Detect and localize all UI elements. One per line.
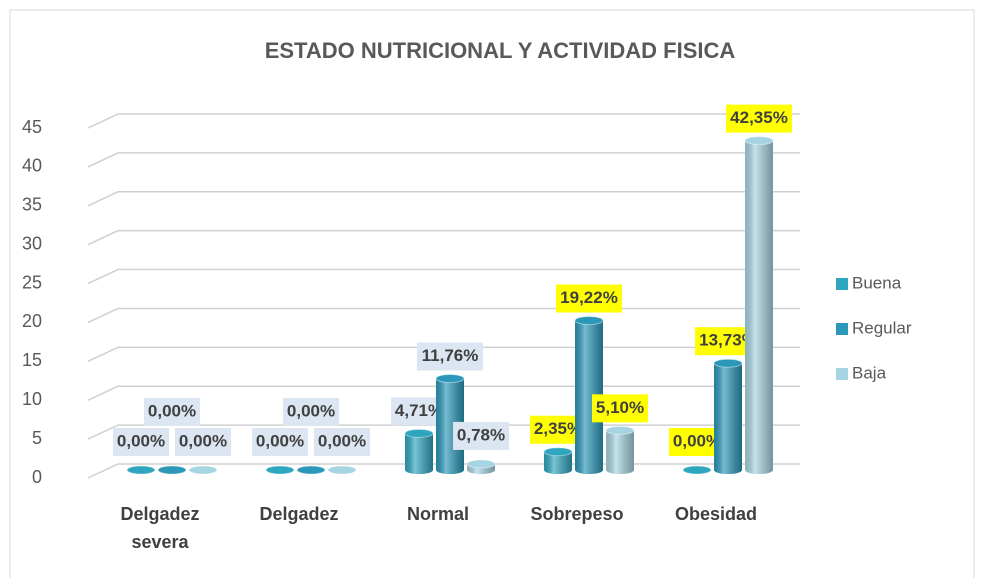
bar-shade [436, 378, 464, 474]
value-label: 0,00% [287, 401, 335, 420]
y-tick-label: 40 [22, 156, 42, 176]
x-tick-label: Sobrepeso [530, 504, 624, 524]
value-label-bg [417, 342, 483, 371]
bar-cap [682, 465, 712, 475]
bar-cap [435, 374, 465, 384]
bar [126, 465, 156, 475]
bar [296, 465, 326, 475]
bar-shade [606, 430, 634, 474]
bar-shade [714, 363, 742, 474]
value-label: 0,00% [256, 431, 304, 450]
x-tick-label: Normal [406, 504, 469, 524]
bar [543, 447, 573, 474]
legend-label: Baja [852, 363, 887, 382]
bar-cap [466, 459, 496, 469]
value-label: 11,76% [422, 346, 479, 365]
bar-shade [745, 140, 773, 474]
y-tick-label: 45 [22, 117, 42, 137]
chart-border [9, 9, 975, 578]
value-label: 19,22% [560, 288, 618, 307]
bar-cap [265, 465, 295, 475]
bar [466, 459, 496, 474]
bar [682, 465, 712, 475]
bar [435, 374, 465, 474]
bar-shade [467, 463, 495, 474]
grid-line [87, 191, 800, 207]
value-label-bg [453, 421, 509, 450]
grid-line [87, 229, 800, 246]
legend-swatch [836, 323, 848, 335]
legend-swatch [836, 368, 848, 380]
value-label: 2,35% [534, 419, 582, 438]
bar-cap [605, 425, 635, 435]
bar [157, 465, 187, 475]
bar-cap [543, 447, 573, 457]
value-label: 13,73% [699, 331, 757, 350]
y-tick-label: 15 [22, 350, 42, 370]
bar [327, 465, 357, 475]
grid-line [87, 268, 800, 285]
bar-shade [575, 320, 603, 474]
value-label-bg [314, 428, 370, 456]
value-label-bg [113, 428, 169, 456]
value-label: 0,78% [457, 425, 505, 444]
value-label: 0,00% [179, 431, 227, 450]
value-label: 0,00% [673, 431, 721, 450]
value-label: 42,35% [730, 108, 788, 127]
value-label-bg [726, 104, 792, 133]
bar-cap [296, 465, 326, 475]
bar [188, 465, 218, 475]
y-tick-label: 35 [22, 195, 42, 215]
value-label-bg [175, 428, 231, 456]
bar [404, 428, 434, 474]
value-label: 0,00% [117, 431, 165, 450]
value-label: 0,00% [318, 431, 366, 450]
value-label-bg [144, 398, 200, 426]
grid-line [87, 113, 800, 129]
y-tick-label: 30 [22, 233, 42, 253]
legend-label: Buena [852, 273, 902, 292]
bar-cap [188, 465, 218, 475]
bar-cap [574, 316, 604, 326]
grid-line [87, 346, 800, 363]
value-label-bg [252, 428, 308, 456]
bar-cap [327, 465, 357, 475]
value-label-bg [283, 398, 339, 426]
value-label: 5,10% [596, 398, 644, 417]
y-tick-label: 10 [22, 389, 42, 409]
x-tick-label: Delgadez severa [120, 504, 200, 552]
bar [265, 465, 295, 475]
y-tick-label: 5 [32, 428, 42, 448]
bar [713, 358, 743, 474]
y-tick-label: 0 [32, 467, 42, 487]
bar-cap [404, 428, 434, 438]
bar-cap [713, 358, 743, 368]
value-label-bg [556, 284, 622, 313]
legend-label: Regular [852, 318, 912, 337]
value-label: 4,71% [395, 401, 443, 420]
grid-line [87, 385, 800, 401]
bar-cap [157, 465, 187, 475]
chart-title: ESTADO NUTRICIONAL Y ACTIVIDAD FISICA [265, 38, 736, 63]
bar-shade [405, 433, 434, 474]
legend-swatch [836, 278, 848, 290]
x-tick-label: Obesidad [674, 504, 758, 524]
value-label: 0,00% [148, 401, 196, 420]
bar-cap [126, 465, 156, 475]
bar [744, 136, 774, 474]
x-tick-label: Delgadez [259, 504, 339, 524]
y-tick-label: 20 [22, 311, 42, 331]
bar-cap [744, 136, 774, 146]
bar [605, 425, 635, 474]
value-label-bg [592, 394, 648, 423]
grid-line [87, 463, 800, 479]
bar [574, 316, 604, 474]
grid-line [87, 152, 800, 168]
bar-shade [544, 451, 572, 474]
y-tick-label: 25 [22, 272, 42, 292]
